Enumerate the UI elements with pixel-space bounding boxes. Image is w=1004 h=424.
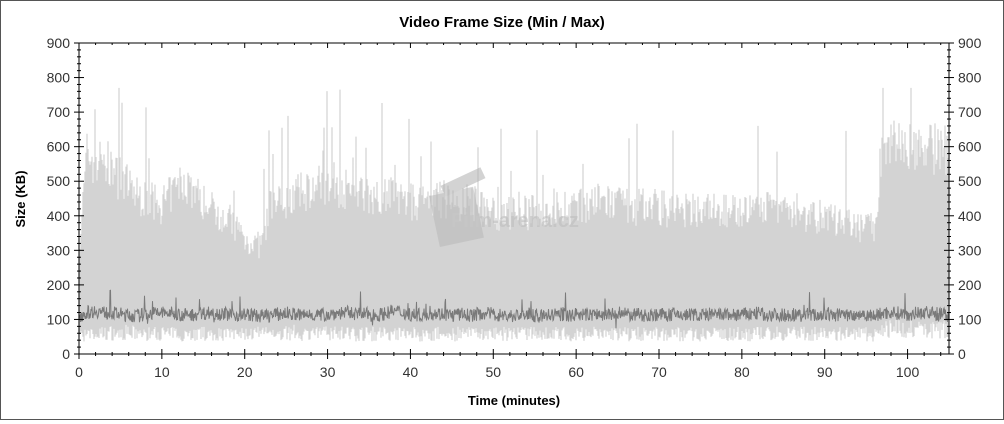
y-tick-label: 300 (47, 242, 71, 258)
y-tick-label-right: 400 (958, 208, 982, 224)
x-tick-label: 90 (817, 364, 833, 380)
y-tick-label: 400 (47, 208, 71, 224)
y-tick-label-right: 700 (958, 104, 982, 120)
x-tick-label: 30 (320, 364, 336, 380)
x-tick-label: 50 (485, 364, 501, 380)
y-tick-label: 100 (47, 311, 71, 327)
x-tick-label: 20 (237, 364, 253, 380)
x-tick-label: 60 (568, 364, 584, 380)
y-axis-label: Size (KB) (13, 170, 28, 227)
y-tick-label-right: 800 (958, 70, 982, 86)
watermark-logo: Film-arena.cz (429, 167, 579, 248)
y-tick-label: 800 (47, 70, 71, 86)
y-tick-label: 0 (62, 346, 70, 362)
x-tick-label: 70 (651, 364, 667, 380)
y-tick-label-right: 600 (958, 139, 982, 155)
y-tick-label-right: 500 (958, 173, 982, 189)
x-axis-label: Time (minutes) (468, 393, 560, 408)
x-tick-label: 10 (154, 364, 170, 380)
y-tick-label: 700 (47, 104, 71, 120)
x-tick-label: 80 (734, 364, 750, 380)
x-tick-label: 100 (896, 364, 920, 380)
x-tick-label: 40 (403, 364, 419, 380)
y-tick-label-right: 0 (958, 346, 966, 362)
y-tick-label-right: 200 (958, 277, 982, 293)
y-tick-label: 900 (47, 35, 71, 51)
x-tick-label: 0 (75, 364, 83, 380)
chart-title: Video Frame Size (Min / Max) (399, 14, 605, 31)
svg-text:Film-arena.cz: Film-arena.cz (451, 210, 579, 232)
y-tick-label-right: 100 (958, 311, 982, 327)
y-tick-label: 500 (47, 173, 71, 189)
y-tick-label: 200 (47, 277, 71, 293)
y-tick-label-right: 300 (958, 242, 982, 258)
min-series (78, 289, 950, 329)
y-tick-label: 600 (47, 139, 71, 155)
plot-area (78, 87, 950, 342)
y-tick-label-right: 900 (958, 35, 982, 51)
